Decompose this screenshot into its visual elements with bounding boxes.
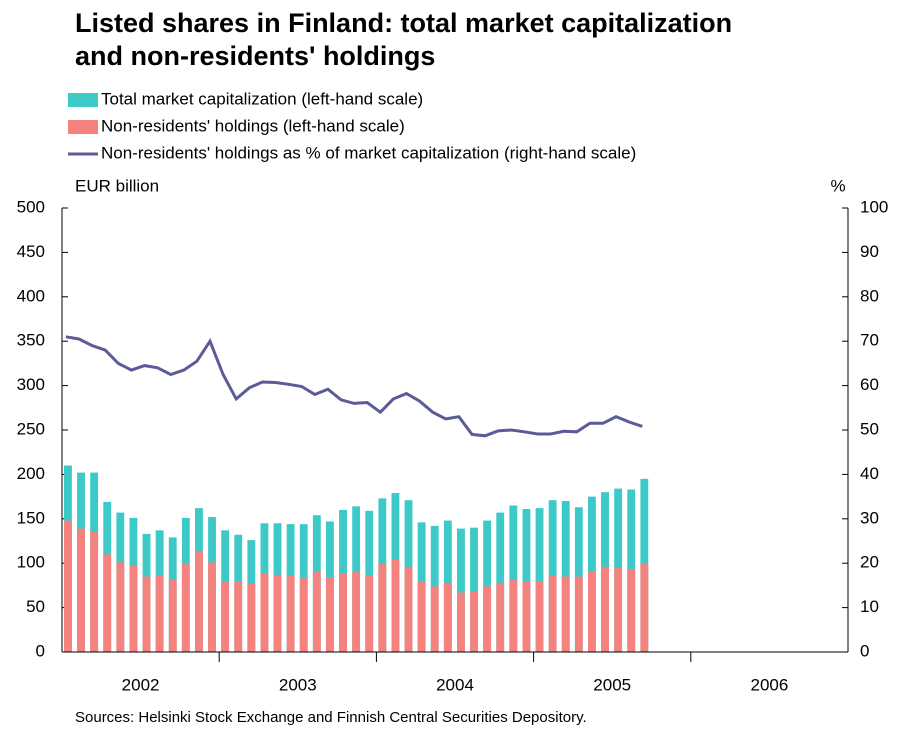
legend-swatch [68, 120, 98, 134]
bar [483, 520, 492, 652]
y2-tick-label: 30 [860, 508, 879, 527]
x-tick-label: 2006 [750, 675, 788, 694]
bar [391, 559, 400, 652]
bar [535, 508, 544, 652]
bar [627, 569, 636, 652]
bar [247, 583, 256, 652]
y2-tick-label: 0 [860, 641, 869, 660]
bar [352, 572, 361, 652]
y2-tick-label: 20 [860, 553, 879, 572]
y2-tick-label: 10 [860, 597, 879, 616]
y-tick-label: 500 [17, 197, 45, 216]
y-tick-label: 150 [17, 508, 45, 527]
bar [522, 581, 531, 652]
y-tick-label: 350 [17, 331, 45, 350]
bar [548, 575, 557, 652]
bar [509, 580, 518, 652]
x-tick-label: 2003 [279, 675, 317, 694]
bar [312, 571, 321, 652]
chart-title: Listed shares in Finland: total market c… [75, 8, 732, 38]
bar [116, 562, 125, 652]
y-tick-label: 50 [26, 597, 45, 616]
legend-label: Non-residents' holdings as % of market c… [101, 143, 636, 162]
y2-axis-label: % [830, 176, 845, 195]
bar [221, 581, 230, 652]
x-tick-label: 2004 [436, 675, 474, 694]
x-tick-label: 2005 [593, 675, 631, 694]
legend-swatch [68, 93, 98, 107]
bar [326, 577, 334, 652]
bar [417, 581, 426, 652]
y-tick-label: 300 [17, 375, 45, 394]
bar [601, 566, 609, 652]
bar [234, 580, 243, 652]
line [65, 335, 643, 438]
bar [522, 509, 531, 652]
bar [483, 586, 492, 652]
y-tick-label: 400 [17, 286, 45, 305]
bar [181, 563, 190, 652]
bar [588, 571, 596, 652]
y2-tick-label: 40 [860, 464, 879, 483]
bar [195, 550, 203, 652]
y-tick-label: 0 [36, 641, 45, 660]
y-tick-label: 100 [17, 553, 45, 572]
bar [378, 564, 387, 652]
bar [430, 586, 439, 652]
bar [443, 582, 452, 652]
bar [496, 512, 505, 652]
bar [208, 562, 216, 652]
bar [470, 591, 478, 652]
bar [470, 527, 478, 652]
bar [614, 567, 623, 652]
y2-tick-label: 90 [860, 242, 879, 261]
source: Sources: Helsinki Stock Exchange and Fin… [75, 709, 587, 726]
bar [457, 528, 465, 652]
bar [640, 563, 649, 652]
y2-tick-label: 80 [860, 286, 879, 305]
chart-title: and non-residents' holdings [75, 41, 435, 71]
bar [90, 531, 99, 652]
y-axis-label: EUR billion [75, 176, 159, 195]
y2-tick-label: 60 [860, 375, 879, 394]
x-tick-label: 2002 [122, 675, 160, 694]
bar [365, 575, 374, 652]
bar [168, 579, 177, 652]
bar [339, 572, 347, 652]
bar [155, 575, 164, 652]
bar [574, 576, 583, 652]
bar [535, 580, 544, 652]
bar [561, 576, 570, 652]
legend-label: Total market capitalization (left-hand s… [101, 89, 423, 108]
bar [77, 528, 85, 652]
y-tick-label: 250 [17, 419, 45, 438]
y-tick-label: 200 [17, 464, 45, 483]
bar [299, 578, 308, 652]
bar [286, 575, 295, 652]
bar [496, 582, 505, 652]
y-tick-label: 450 [17, 242, 45, 261]
bar [129, 565, 138, 652]
y2-tick-label: 50 [860, 419, 879, 438]
bar [457, 592, 465, 652]
bar [64, 520, 72, 652]
bar [260, 573, 269, 652]
bar [103, 554, 112, 652]
y2-tick-label: 70 [860, 331, 879, 350]
legend-label: Non-residents' holdings (left-hand scale… [101, 116, 405, 135]
bar [509, 505, 518, 652]
y2-tick-label: 100 [860, 197, 888, 216]
bar [273, 574, 282, 652]
bar [142, 576, 151, 652]
bar [404, 566, 413, 652]
